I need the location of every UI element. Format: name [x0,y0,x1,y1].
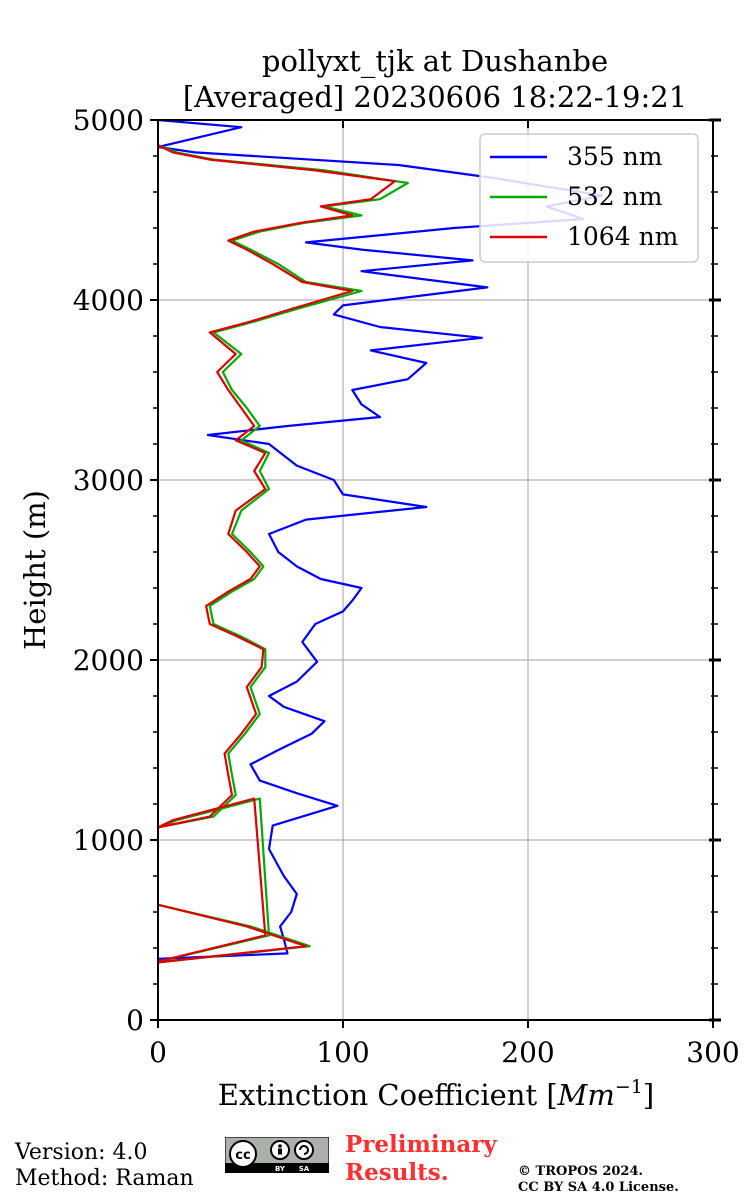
x-axis-label-unit: Mm [557,1078,615,1112]
x-tick-label: 0 [149,1036,167,1069]
legend-label-355nm: 355 nm [567,142,663,171]
data-series [158,120,604,964]
x-tick-label: 100 [316,1036,369,1069]
x-axis-label: Extinction Coefficient [Mm−1] [218,1076,654,1112]
copyright-line1: © TROPOS 2024. [518,1164,644,1179]
legend-box [479,133,699,263]
y-tick-label: 3000 [73,464,144,497]
cc-sa-text: SA [299,1165,310,1173]
y-tick-label: 2000 [73,644,144,677]
legend-label-532nm: 532 nm [567,182,663,211]
x-axis-label-text: Extinction Coefficient [ [218,1078,558,1112]
copyright-line2: CC BY SA 4.0 License. [518,1180,679,1195]
extinction-profile-chart: pollyxt_tjk at Dushanbe [Averaged] 20230… [18,44,740,1112]
gridlines [158,120,713,1020]
cc-by-text: BY [275,1165,286,1173]
x-axis-label-close: ] [643,1078,654,1112]
legend: 355 nm 532 nm 1064 nm [479,133,699,263]
x-tick-label: 300 [686,1036,739,1069]
plot-frame [157,119,714,1021]
cc-icon [229,1140,257,1168]
y-tick-label: 1000 [73,824,144,857]
copyright-notice: © TROPOS 2024. CC BY SA 4.0 License. [518,1164,679,1196]
cc-license-badge: cc BY SA [225,1137,329,1173]
svg-text:cc: cc [235,1148,250,1163]
y-tick-label: 0 [126,1004,144,1037]
series-line-1064nm [158,144,396,964]
preliminary-line2: Results. [345,1159,449,1186]
legend-label-1064nm: 1064 nm [567,222,679,251]
y-tick-label: 4000 [73,284,144,317]
preliminary-results-note: Preliminary Results. [345,1131,497,1187]
y-tick-label: 5000 [73,104,144,137]
chart-title-line2: [Averaged] 20230606 18:22-19:21 [183,80,687,114]
series-line-355nm [158,120,604,960]
share-alike-icon [294,1140,314,1160]
x-tick-label: 200 [501,1036,554,1069]
method-text: Method: Raman [15,1166,194,1191]
version-text: Version: 4.0 [15,1140,148,1165]
chart-title-line1: pollyxt_tjk at Dushanbe [262,44,608,79]
preliminary-line1: Preliminary [345,1131,497,1158]
y-axis-label: Height (m) [18,490,52,650]
x-axis-label-exponent: −1 [615,1076,643,1098]
